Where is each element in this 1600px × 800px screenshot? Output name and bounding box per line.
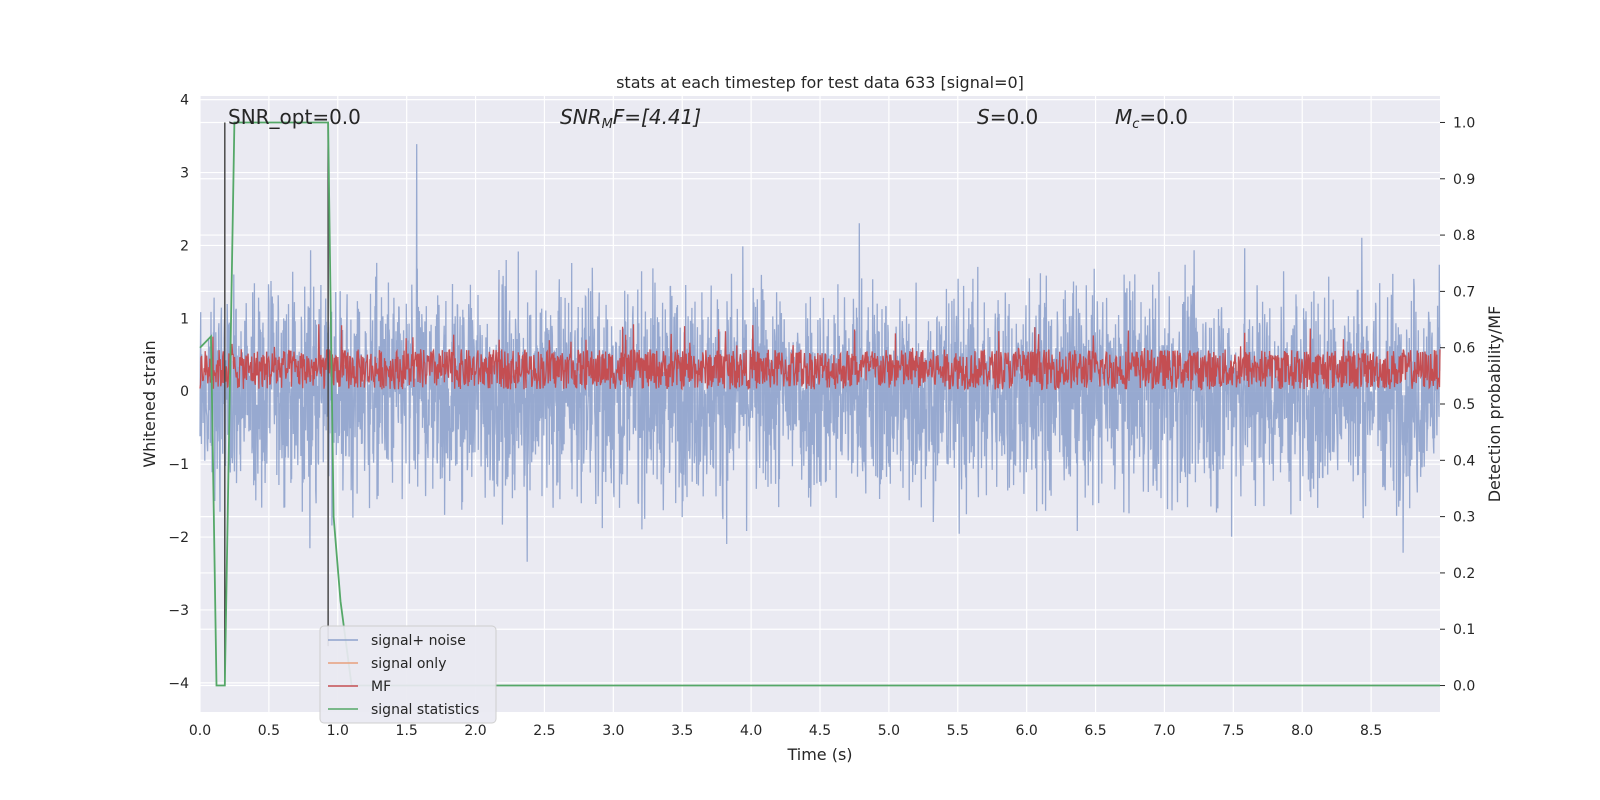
y-axis-label: Whitened strain [140, 340, 159, 467]
legend-label-mf: MF [371, 679, 391, 695]
mc-sub: c [1132, 117, 1139, 132]
y2-tick-label: 1.0 [1453, 115, 1475, 131]
s-main: S [977, 105, 990, 129]
x-tick-label: 6.0 [1016, 723, 1038, 739]
snr-opt-annotation: SNR_opt=0.0 [228, 105, 361, 129]
s-annotation: S=0.0 [977, 105, 1038, 129]
y2-tick-label: 0.8 [1453, 228, 1475, 244]
x-tick-label: 8.5 [1360, 723, 1382, 739]
x-tick-label: 7.5 [1222, 723, 1244, 739]
y-tick-label: 2 [180, 238, 189, 254]
x-tick-label: 1.0 [327, 723, 349, 739]
mc-main: M [1115, 105, 1132, 129]
y-tick-label: −4 [168, 676, 189, 692]
x-tick-label: 5.0 [878, 723, 900, 739]
x-tick-label: 2.0 [464, 723, 486, 739]
y2-tick-label: 0.2 [1453, 566, 1475, 582]
snr-mf-main: SNR [560, 105, 602, 129]
mc-rest: =0.0 [1139, 105, 1188, 129]
snr-mf-sub: M [602, 117, 613, 132]
x-tick-label: 1.5 [396, 723, 418, 739]
x-tick-label: 2.5 [533, 723, 555, 739]
y-tick-label: −3 [168, 603, 189, 619]
x-tick-label: 0.5 [258, 723, 280, 739]
mc-annotation: Mc=0.0 [1115, 105, 1188, 132]
y2-tick-label: 0.4 [1453, 453, 1475, 469]
y2-tick-label: 0.5 [1453, 397, 1475, 413]
x-tick-label: 3.5 [671, 723, 693, 739]
x-tick-label: 5.5 [947, 723, 969, 739]
x-tick-label: 6.5 [1084, 723, 1106, 739]
y-tick-label: −2 [168, 530, 189, 546]
y-tick-label: 1 [180, 311, 189, 327]
y2-tick-label: 0.9 [1453, 172, 1475, 188]
x-tick-label: 0.0 [189, 723, 211, 739]
legend-label-signal-only: signal only [371, 656, 446, 672]
x-tick-label: 4.5 [809, 723, 831, 739]
y-tick-label: −1 [168, 457, 189, 473]
x-axis-label: Time (s) [786, 745, 852, 764]
y-ticks: 4 3 2 1 0 −1 −2 −3 −4 [168, 93, 189, 692]
x-tick-label: 7.0 [1153, 723, 1175, 739]
mf-series [199, 324, 1441, 391]
mf-trace [199, 324, 1441, 391]
y2-tick-label: 0.1 [1453, 622, 1475, 638]
x-ticks: 0.0 0.5 1.0 1.5 2.0 2.5 3.0 3.5 4.0 4.5 5.0 5.5 6.0 6… [189, 723, 1382, 739]
s-rest: =0.0 [990, 105, 1039, 129]
y2-tick-label: 0.7 [1453, 284, 1475, 300]
chart-title: stats at each timestep for test data 633… [616, 73, 1024, 92]
legend-label-signal-statistics: signal statistics [371, 702, 479, 718]
x-tick-label: 4.0 [740, 723, 762, 739]
y-tick-label: 3 [180, 166, 189, 182]
vertical-markers [224, 122, 329, 686]
y-tick-label: 4 [180, 93, 189, 109]
y-tick-label: 0 [180, 384, 189, 400]
y2-ticks: 1.0 0.9 0.8 0.7 0.6 0.5 0.4 0.3 0.2 0.1 0.0 [1440, 115, 1475, 695]
snr-mf-rest: F=[4.41] [613, 105, 701, 129]
y2-axis-label: Detection probability/MF [1485, 306, 1504, 503]
y2-tick-label: 0.3 [1453, 510, 1475, 526]
legend: signal+ noise signal only MF signal stat… [319, 625, 497, 724]
snr-mf-annotation: SNRMF=[4.41] [560, 105, 701, 132]
y2-tick-label: 0.0 [1453, 679, 1475, 695]
x-tick-label: 8.0 [1291, 723, 1313, 739]
legend-box [319, 625, 497, 724]
x-tick-label: 3.0 [602, 723, 624, 739]
legend-label-noise: signal+ noise [371, 633, 466, 649]
y2-tick-label: 0.6 [1453, 341, 1475, 357]
